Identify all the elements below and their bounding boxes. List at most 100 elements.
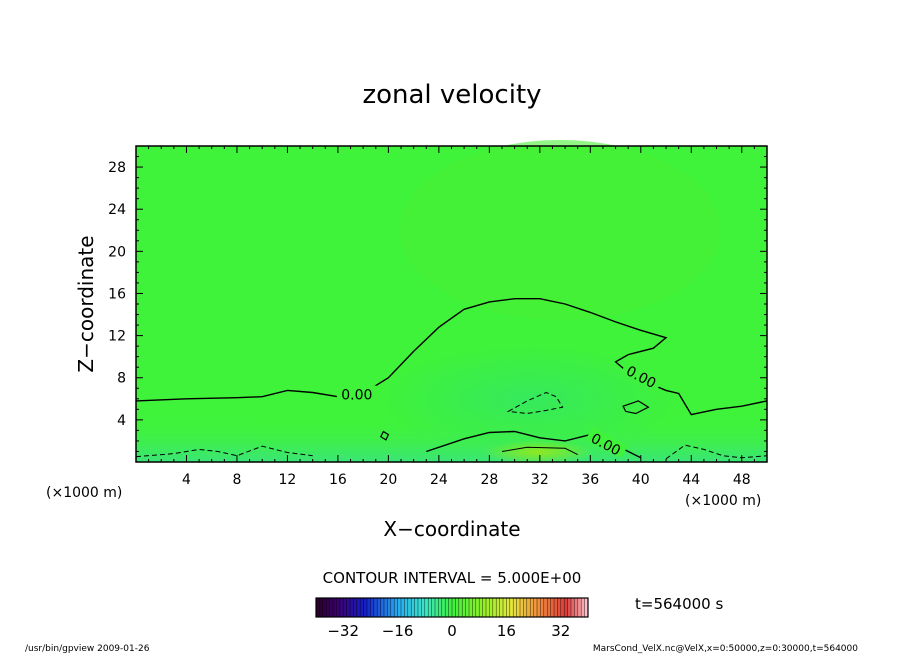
colorbar-cell — [475, 598, 480, 617]
colorbar-ticks: −32 −16 0 16 32 — [327, 622, 570, 640]
y-tick-label: 16 — [108, 286, 126, 302]
colorbar-cell — [326, 598, 330, 617]
x-tick-label: 24 — [430, 472, 448, 488]
contour-negative-line — [506, 391, 564, 415]
colorbar-cell — [356, 598, 361, 617]
x-tick-label: 32 — [531, 472, 549, 488]
colorbar-cell — [411, 598, 415, 617]
x-tick-label: 28 — [480, 472, 498, 488]
colorbar-cell — [407, 598, 412, 617]
colorbar-cell — [564, 598, 568, 617]
colorbar-cell — [350, 598, 354, 617]
colorbar-cell — [370, 598, 375, 617]
colorbar-tick-label: 0 — [447, 622, 457, 640]
colorbar-cell — [523, 598, 528, 617]
colorbar-cell — [360, 598, 364, 617]
x-tick-label: 44 — [682, 472, 700, 488]
colorbar-cell — [401, 598, 405, 617]
colorbar-cell — [509, 598, 514, 617]
colorbar-cell — [472, 598, 477, 617]
x-tick-label: 40 — [632, 472, 650, 488]
colorbar-cell — [363, 598, 368, 617]
colorbar-cell — [584, 598, 589, 617]
y-tick-label: 28 — [108, 160, 126, 176]
colorbar-cell — [322, 598, 327, 617]
colorbar-cell — [489, 598, 494, 617]
colorbar-cell — [336, 598, 341, 617]
colorbar-cell — [458, 598, 463, 617]
colorbar-cell — [530, 598, 534, 617]
colorbar-cell — [380, 598, 385, 617]
colorbar-cell — [397, 598, 402, 617]
colorbar-cell — [479, 598, 483, 617]
colorbar-cell — [452, 598, 456, 617]
colorbar-cell — [424, 598, 429, 617]
chart-title: zonal velocity — [362, 80, 541, 110]
contour-negative-line — [135, 445, 313, 458]
colorbar-frame — [315, 597, 589, 618]
colorbar-tick-label: −16 — [382, 622, 414, 640]
footer-left: /usr/bin/gpview 2009-01-26 — [25, 644, 150, 654]
y-tick-label: 8 — [117, 371, 126, 387]
x-axis-label: X−coordinate — [383, 517, 520, 541]
field-shade-upper — [400, 140, 720, 320]
colorbar-cell — [343, 598, 347, 617]
colorbar-cell — [319, 598, 324, 617]
colorbar-cell — [469, 598, 473, 617]
contour-label-bg — [336, 385, 377, 400]
contour-lines: 0.000.000.00 — [135, 298, 768, 460]
colorbar-cell — [329, 598, 334, 617]
colorbar-cell — [537, 598, 541, 617]
x-tick-label: 20 — [379, 472, 397, 488]
colorbar-tick-label: 32 — [551, 622, 570, 640]
colorbar-cell — [448, 598, 453, 617]
x-tick-label: 12 — [279, 472, 297, 488]
colorbar-cell — [499, 598, 504, 617]
colorbar-cell — [428, 598, 432, 617]
colorbar-cell — [421, 598, 426, 617]
colorbar-cell — [526, 598, 531, 617]
colorbar-cell — [441, 598, 446, 617]
x-axis-ticks: 4 8 12 16 20 24 28 32 36 40 44 48 — [148, 146, 755, 488]
colorbar-cell — [533, 598, 538, 617]
colorbar-cell — [543, 598, 548, 617]
colorbar-cell — [581, 598, 585, 617]
x-tick-label: 48 — [733, 472, 751, 488]
field-shade-ground — [136, 420, 767, 462]
y-tick-label: 12 — [108, 329, 126, 345]
colorbar-tick-label: −32 — [327, 622, 359, 640]
plot-area — [136, 140, 767, 464]
colorbar-cell — [377, 598, 381, 617]
colorbar-cell — [567, 598, 572, 617]
colorbar-cell — [455, 598, 460, 617]
colorbar-cell — [557, 598, 562, 617]
colorbar-cell — [574, 598, 579, 617]
contour-label-bg — [585, 426, 628, 459]
contour-label-bg — [621, 359, 664, 391]
colorbar-cell — [367, 598, 371, 617]
colorbar-cell — [353, 598, 358, 617]
x-tick-label: 36 — [581, 472, 599, 488]
colorbar-cell — [339, 598, 344, 617]
x-tick-label: 8 — [232, 472, 241, 488]
colorbar-cell — [462, 598, 466, 617]
colorbar-cell — [387, 598, 392, 617]
contour-interval-label: CONTOUR INTERVAL = 5.000E+00 — [323, 569, 582, 587]
colorbar-cell — [520, 598, 524, 617]
x-axis-unit-right: (×1000 m) — [685, 493, 761, 509]
x-axis-unit-left: (×1000 m) — [46, 485, 122, 501]
colorbar-cell — [554, 598, 558, 617]
colorbar-tick-label: 16 — [497, 622, 516, 640]
y-tick-label: 24 — [108, 202, 126, 218]
colorbar-cell — [390, 598, 395, 617]
colorbar-cell — [513, 598, 517, 617]
colorbar-cell — [503, 598, 507, 617]
y-tick-label: 20 — [108, 244, 126, 260]
colorbar-cell — [445, 598, 449, 617]
colorbar-cell — [506, 598, 511, 617]
contour-positive-line — [501, 446, 578, 456]
y-tick-label: 4 — [117, 413, 126, 429]
colorbar-cell — [547, 598, 551, 617]
contour-negative-line — [665, 444, 768, 460]
colorbar-cell — [577, 598, 582, 617]
